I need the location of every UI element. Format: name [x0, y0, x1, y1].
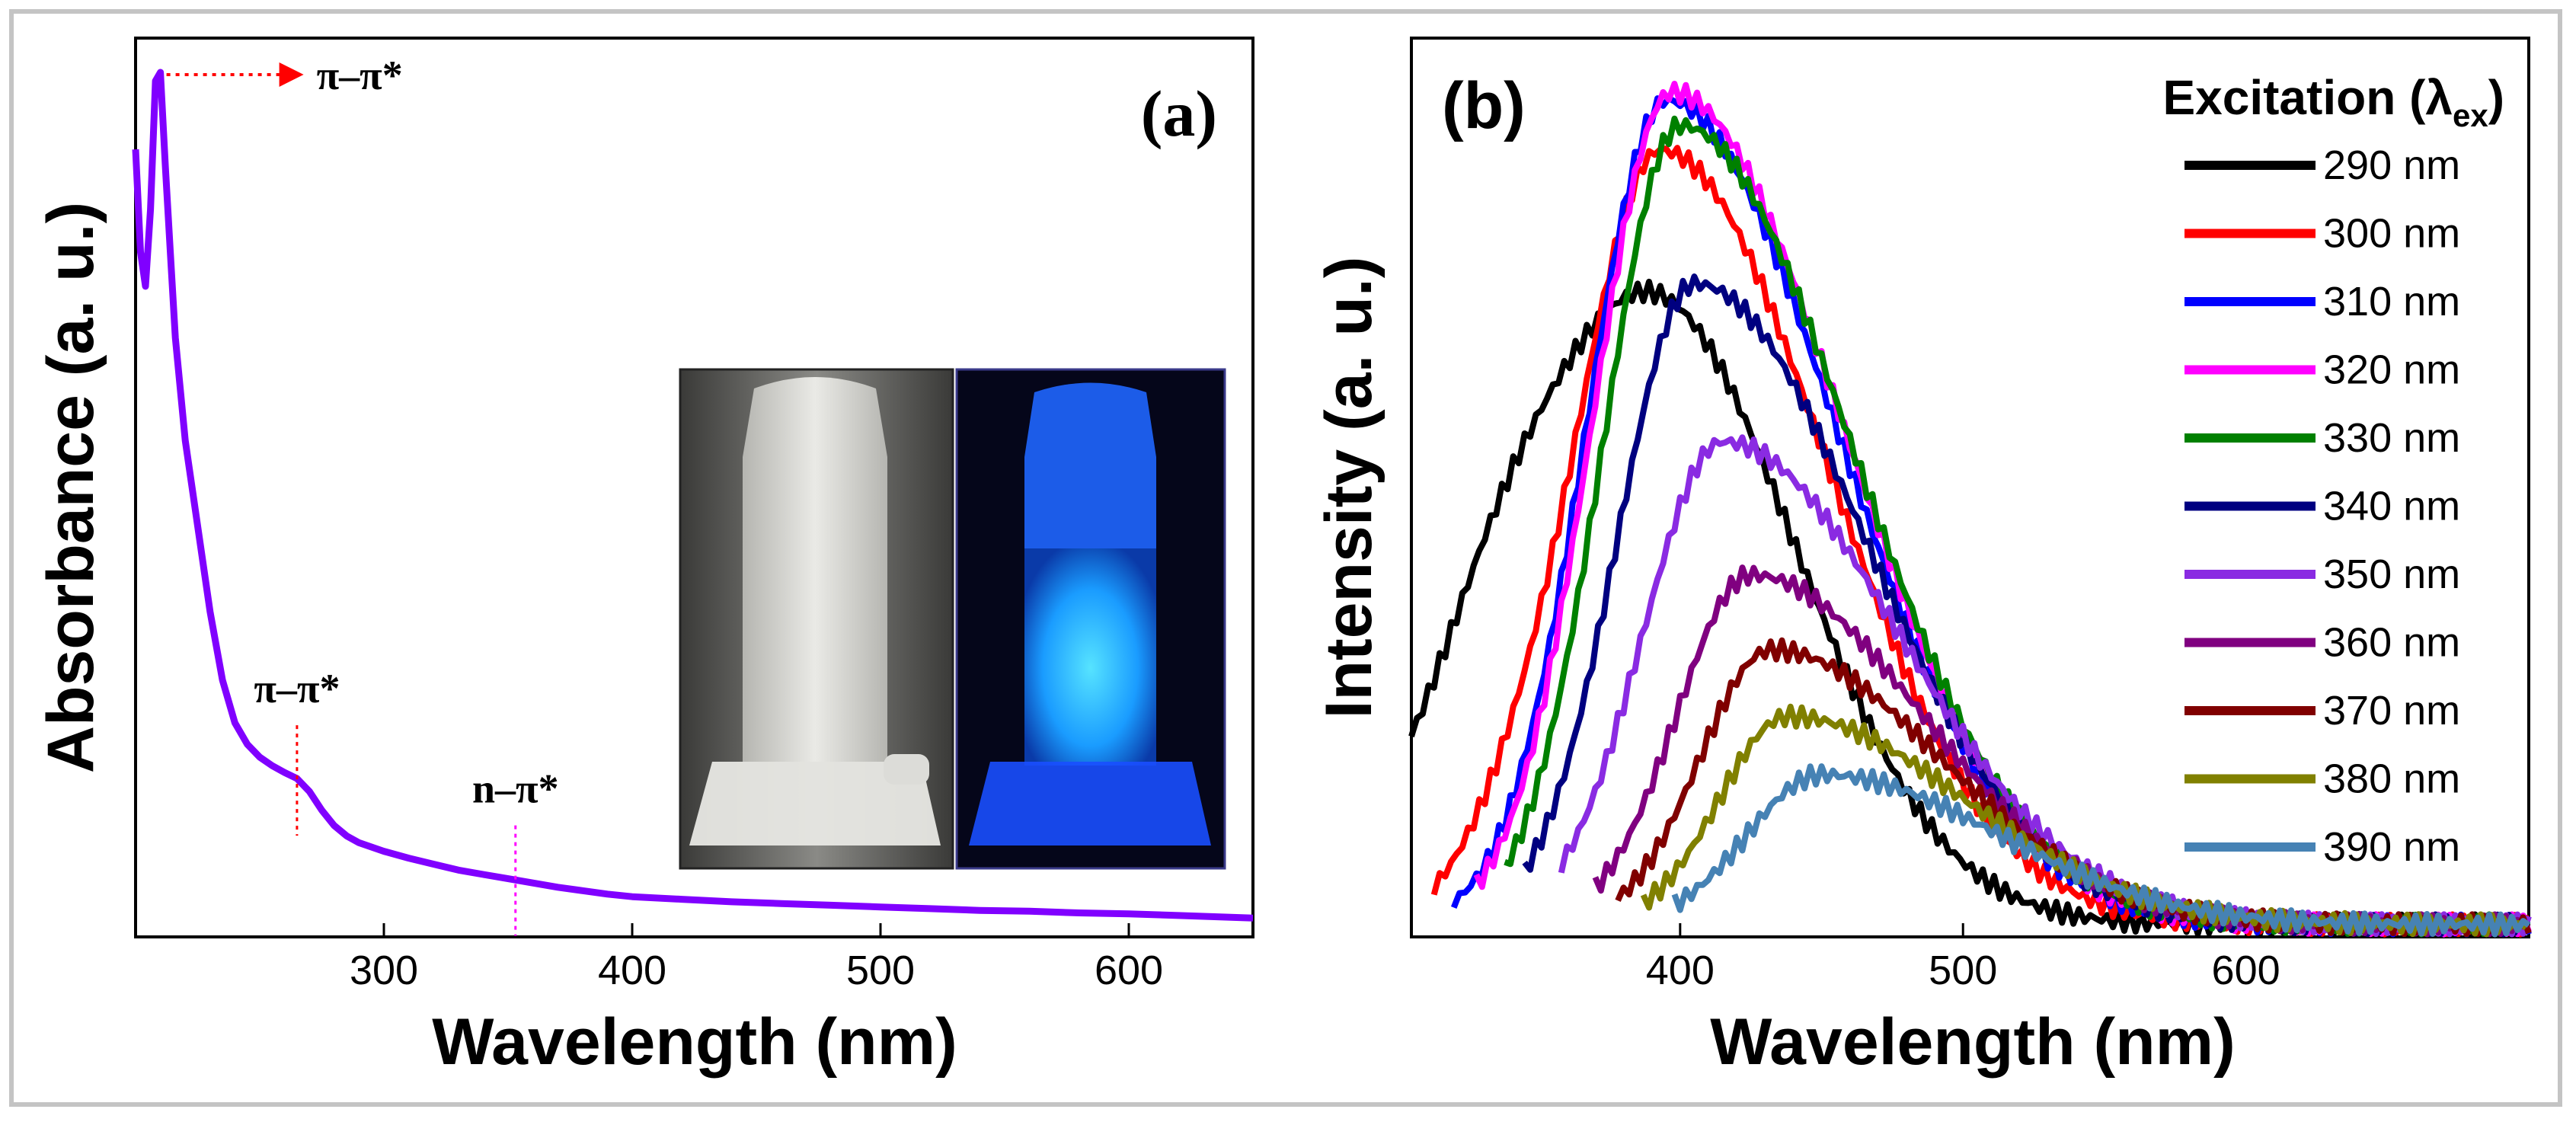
curves-a: [132, 69, 1254, 922]
plot-area-a: [134, 37, 1254, 938]
y-axis-title-a: Absorbance (a. u.): [34, 202, 107, 773]
vial-clear-tab: [884, 754, 929, 785]
annotations-a: π–π* π–π* n–π*: [166, 53, 559, 936]
plot-area-b: [1410, 37, 2530, 938]
panel-label-b: (b): [1442, 69, 1526, 142]
legend-label-1: 300 nm: [2323, 211, 2460, 257]
legend-label-6: 350 nm: [2323, 551, 2460, 597]
x-tick-label-b-1: 500: [1929, 948, 1997, 993]
annotation-label-a-1: π–π*: [254, 666, 340, 711]
x-ticks-b: 400 500 600: [1646, 923, 2280, 993]
legend-label-8: 370 nm: [2323, 688, 2460, 734]
emission-curve-390-nm: [1671, 763, 2531, 938]
vial-clear-body: [743, 377, 887, 762]
x-tick-label-b-2: 600: [2212, 948, 2280, 993]
legend-label-9: 380 nm: [2323, 756, 2460, 802]
curves-b: [1408, 81, 2532, 938]
legend-title-main: Excitation (λ: [2162, 70, 2453, 125]
x-tick-label-a-1: 400: [598, 948, 666, 993]
x-ticks-a: 300 400 500 600: [350, 923, 1163, 993]
panel-a: 300 400 500 600 π–π* π–π* n–π* (a) Wavelength…: [34, 37, 1254, 1079]
vial-clear-base: [689, 762, 941, 845]
x-tick-label-a-0: 300: [350, 948, 418, 993]
vial-glowing-base: [969, 762, 1211, 845]
annotation-label-a-0: π–π*: [317, 53, 403, 98]
legend-b: 290 nm 300 nm 310 nm 320 nm 330 nm 340 nm 350 …: [2184, 142, 2460, 870]
legend-label-10: 390 nm: [2323, 824, 2460, 870]
vial-glowing-liquid: [1024, 548, 1156, 766]
figure-frame: [9, 9, 2562, 1107]
legend-label-2: 310 nm: [2323, 279, 2460, 324]
annotation-label-a-2: n–π*: [472, 766, 559, 812]
y-axis-title-b: Intensity (a. u.): [1312, 257, 1385, 719]
legend-label-7: 360 nm: [2323, 620, 2460, 666]
x-tick-label-a-3: 600: [1095, 948, 1163, 993]
legend-label-5: 340 nm: [2323, 484, 2460, 529]
vial-photo-inset: [679, 368, 1226, 870]
legend-label-4: 330 nm: [2323, 415, 2460, 461]
panel-label-a: (a): [1141, 77, 1217, 150]
legend-label-0: 290 nm: [2323, 142, 2460, 188]
x-axis-title-b: Wavelength (nm): [1710, 1005, 2236, 1079]
legend-title-close: ): [2488, 70, 2504, 125]
vial-glowing-top: [1024, 382, 1156, 556]
x-tick-label-b-0: 400: [1646, 948, 1715, 993]
x-tick-label-a-2: 500: [846, 948, 915, 993]
legend-title: Excitation (λex): [2162, 70, 2504, 133]
legend-title-subscript: ex: [2453, 97, 2488, 133]
legend-label-3: 320 nm: [2323, 347, 2460, 393]
panel-b: 400 500 600 290 nm 300 nm 310 nm 320 nm 330 nm…: [1312, 37, 2532, 1079]
x-axis-title-a: Wavelength (nm): [432, 1005, 957, 1079]
absorbance-curve: [132, 69, 1254, 922]
